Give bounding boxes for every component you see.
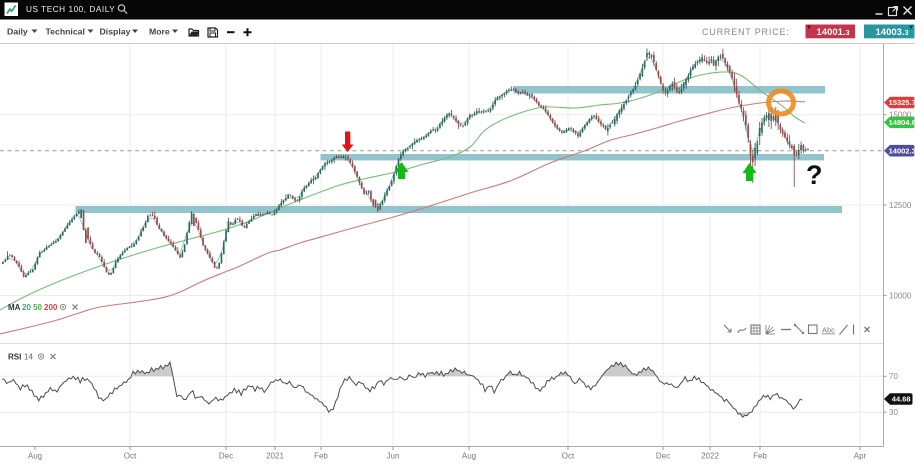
svg-text:14: 14 (24, 353, 33, 362)
svg-text:CURRENT PRICE:: CURRENT PRICE: (702, 27, 790, 37)
svg-text:14001.3: 14001.3 (817, 27, 850, 38)
svg-text:2021: 2021 (266, 452, 284, 461)
svg-text:14804.6: 14804.6 (889, 118, 915, 127)
svg-text:RSI: RSI (8, 353, 21, 362)
svg-text:Dec: Dec (656, 452, 670, 461)
svg-text:14002.3: 14002.3 (889, 146, 915, 155)
svg-text:?: ? (806, 160, 823, 190)
svg-text:2022: 2022 (701, 452, 719, 461)
svg-text:44.68: 44.68 (892, 395, 911, 404)
svg-text:Daily: Daily (7, 27, 28, 37)
svg-text:Abc: Abc (822, 326, 835, 335)
svg-text:200: 200 (44, 303, 58, 312)
svg-text:14003.3: 14003.3 (876, 27, 909, 38)
svg-text:More: More (149, 27, 170, 37)
svg-text:MA: MA (8, 303, 21, 312)
svg-text:Feb: Feb (753, 452, 767, 461)
svg-text:Apr: Apr (854, 452, 867, 461)
svg-text:10000: 10000 (889, 291, 912, 300)
svg-text:Dec: Dec (219, 452, 233, 461)
svg-text:Jun: Jun (387, 452, 400, 461)
svg-text:12500: 12500 (889, 201, 912, 210)
svg-text:15000: 15000 (889, 111, 912, 120)
svg-text:Technical: Technical (46, 27, 85, 37)
svg-text:Display: Display (100, 27, 131, 37)
svg-text:US TECH 100, DAILY: US TECH 100, DAILY (26, 5, 115, 14)
svg-text:Aug: Aug (462, 452, 476, 461)
svg-text:30: 30 (889, 408, 898, 417)
svg-text:15325.7: 15325.7 (889, 98, 915, 107)
svg-text:Oct: Oct (562, 452, 575, 461)
svg-text:50: 50 (33, 303, 42, 312)
svg-text:70: 70 (889, 372, 898, 381)
svg-text:20: 20 (22, 303, 31, 312)
svg-text:Aug: Aug (28, 452, 42, 461)
svg-text:Feb: Feb (314, 452, 328, 461)
svg-text:Oct: Oct (124, 452, 137, 461)
